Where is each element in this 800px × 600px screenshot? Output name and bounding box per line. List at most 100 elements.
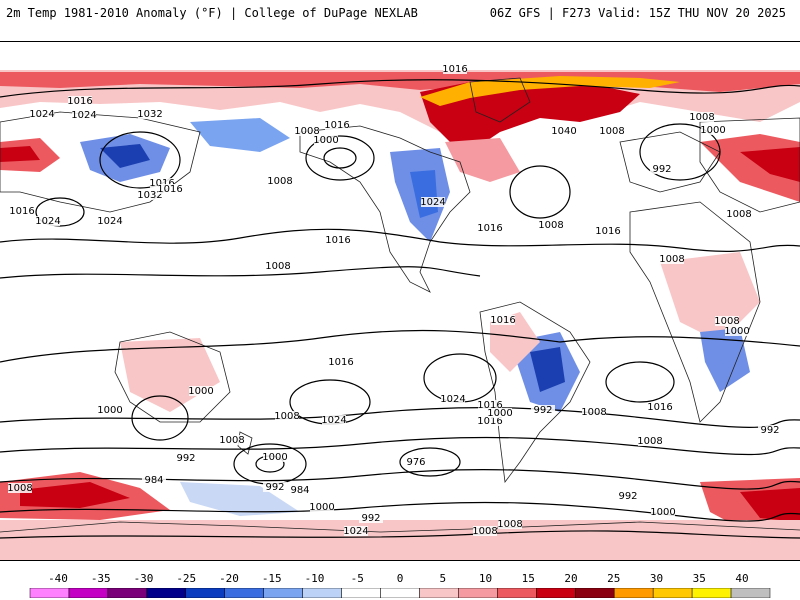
colorbar-segment (263, 588, 303, 598)
australia-outline (114, 331, 231, 423)
isobar-label-bg (329, 357, 353, 367)
colorbar-tick-label: -25 (176, 572, 197, 585)
isobar-label-bg (473, 526, 497, 536)
isobar (559, 336, 800, 347)
isobar-label-bg (326, 235, 350, 245)
isobar-label-bg (263, 452, 287, 462)
isobar-label-bg (478, 400, 502, 410)
arctic-extreme-warm (420, 76, 680, 106)
colorbar-scale (29, 588, 771, 598)
isobar-label-bg (638, 436, 662, 446)
isobar-label-bg (263, 482, 287, 492)
isobar-label: 1008 (267, 176, 292, 187)
isobar-label-bg (491, 315, 515, 325)
isobar-label-bg (98, 405, 122, 415)
isobar-label: 1008 (659, 254, 684, 265)
antarctica-outline (0, 521, 800, 533)
isobar-label: 1024 (71, 110, 96, 121)
high-pressure-cell (323, 147, 357, 169)
isobar-label-bg (600, 126, 624, 136)
colorbar-tick-label: -40 (48, 572, 68, 585)
colorbar-segment (380, 588, 420, 598)
siberia-warm-core (420, 80, 640, 152)
colorbar-tick-label: 30 (649, 572, 664, 585)
map-canvas: 1016 1024 1032 1016 1024 1008 1016 1000 1016 1024… (0, 64, 800, 560)
colorbar-segment (107, 588, 148, 598)
antarctic-band-warm (0, 520, 800, 560)
high-pressure-cell (639, 123, 721, 181)
isobar-label: 1024 (97, 216, 122, 227)
isobar-label: 1000 (97, 405, 122, 416)
colorbar-tick-label: 40 (735, 572, 749, 585)
isobar-label: 1016 (149, 178, 174, 189)
isobar-label-bg (650, 164, 674, 174)
isobar-label-bg (441, 394, 465, 404)
colorbar-tick-label: -20 (219, 572, 239, 585)
isobar-label: 1024 (420, 197, 445, 208)
isobar-label-bg (725, 326, 749, 336)
isobar (0, 436, 800, 456)
isobar-label: 984 (144, 475, 163, 486)
isobar-label: 992 (176, 453, 195, 464)
colorbar-segment (224, 588, 264, 598)
na-warm (445, 138, 520, 182)
isobar-label-bg (325, 120, 349, 130)
isobar-label: 1008 (581, 407, 606, 418)
isobar-label: 1000 (650, 507, 675, 518)
isobar-label: 1008 (274, 411, 299, 422)
isobar-label: 1016 (67, 96, 92, 107)
isobar-label-bg (478, 223, 502, 233)
isobar-label: 1032 (137, 109, 162, 120)
isobar-label-bg (68, 96, 92, 106)
asia-warm-west-core (0, 146, 40, 162)
isobar-label-bg (715, 316, 739, 326)
isobar-label-bg (758, 425, 782, 435)
isobar-label: 1000 (724, 326, 749, 337)
alaska-cold (190, 118, 290, 152)
colorbar-segment (613, 588, 654, 598)
isobar-label: 992 (533, 405, 552, 416)
colorbar-tick-label: -35 (90, 572, 111, 585)
isobar-label-bg (36, 216, 60, 226)
isobar-label: 1008 (265, 261, 290, 272)
low-pressure-cell (399, 447, 461, 477)
isobar-label-bg (98, 216, 122, 226)
africa-outline (629, 201, 761, 423)
colorbar-segment (497, 588, 537, 598)
colorbar-segment (419, 588, 459, 598)
isobar-label-bg (189, 386, 213, 396)
isobar (0, 530, 800, 539)
isobar-label: 992 (618, 491, 637, 502)
south-america-outline (479, 301, 591, 484)
isobar-label-bg (295, 126, 319, 136)
asia-cold-core (100, 144, 150, 168)
isobar-label-bg (344, 526, 368, 536)
isobar-label-bg (174, 453, 198, 463)
isobar-label-bg (690, 112, 714, 122)
isobar-label: 1016 (157, 184, 182, 195)
isobar-label: 1016 (647, 402, 672, 413)
isobar-label: 976 (406, 457, 425, 468)
isobar (0, 79, 800, 98)
europe-warm-core (740, 147, 800, 182)
isobar-label: 1008 (726, 209, 751, 220)
isobar-label-bg (220, 435, 244, 445)
isobar (0, 266, 481, 279)
asia-outline (0, 111, 201, 213)
isobar-label-bg (552, 126, 576, 136)
isobar-label: 1000 (313, 135, 338, 146)
isobar-label: 1000 (309, 502, 334, 513)
isobar-label: 1008 (7, 483, 32, 494)
isobar-label: 1008 (472, 526, 497, 537)
colorbar-segment (575, 588, 615, 598)
low-pressure-cell (233, 443, 307, 485)
isobar (0, 228, 441, 244)
coastlines (0, 77, 800, 533)
isobar-label: 1008 (637, 436, 662, 447)
colorbar-tick-label: -10 (304, 572, 325, 585)
isobar-label: 1008 (538, 220, 563, 231)
isobar (0, 329, 561, 363)
colorbar-tick-label: 25 (607, 572, 621, 585)
colorbar-tick-label: 10 (478, 572, 493, 585)
isobar-label: 1016 (477, 223, 502, 234)
